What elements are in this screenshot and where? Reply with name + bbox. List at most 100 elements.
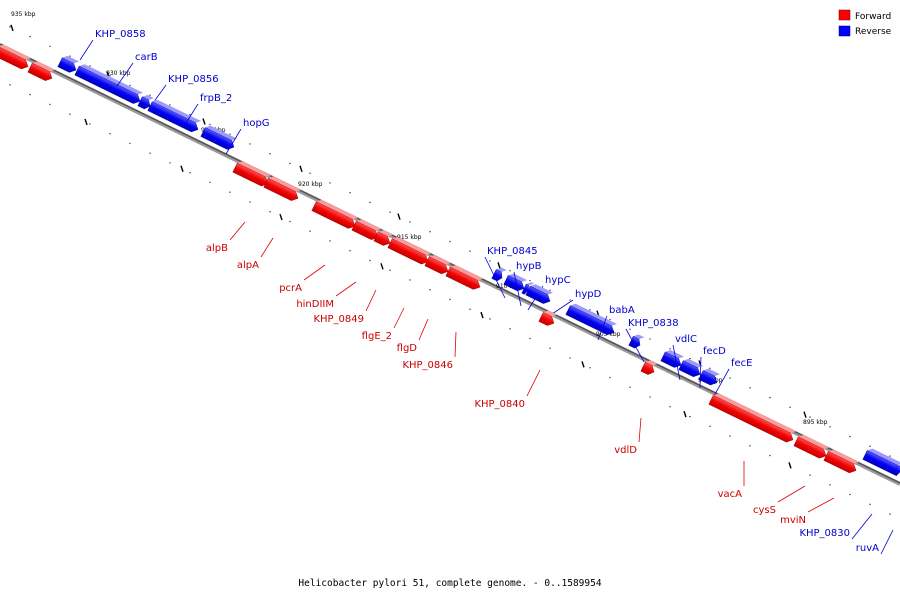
gene-leader-line bbox=[513, 271, 522, 307]
upper-major-tick bbox=[299, 165, 303, 173]
upper-minor-tick bbox=[649, 338, 651, 340]
lower-minor-tick bbox=[169, 162, 171, 164]
gene-arrow bbox=[424, 254, 452, 275]
gene-leader-line bbox=[880, 529, 894, 555]
gene-leader-line bbox=[365, 289, 377, 312]
upper-minor-tick bbox=[849, 435, 851, 438]
gene-arrow bbox=[491, 267, 507, 282]
gene-label: KHP_0856 bbox=[168, 74, 219, 85]
gene-leader-line bbox=[638, 417, 642, 443]
gene-arrow bbox=[200, 125, 238, 150]
lower-minor-tick bbox=[449, 298, 451, 301]
upper-minor-tick bbox=[189, 113, 191, 116]
gene-leader-line bbox=[454, 331, 457, 358]
lower-minor-tick bbox=[209, 181, 211, 184]
lower-minor-tick bbox=[489, 318, 491, 320]
upper-minor-tick bbox=[629, 328, 631, 330]
gene-arrow bbox=[525, 284, 554, 304]
upper-minor-tick bbox=[609, 318, 611, 321]
upper-minor-tick bbox=[569, 299, 571, 301]
upper-major-tick bbox=[202, 118, 206, 125]
gene-label: KHP_0838 bbox=[628, 318, 679, 329]
gene-leader-line bbox=[777, 485, 806, 503]
lower-minor-tick bbox=[869, 503, 871, 506]
gene-label: hypD bbox=[575, 289, 602, 300]
upper-major-tick bbox=[10, 24, 14, 32]
lower-minor-tick bbox=[369, 259, 371, 262]
gene-label: vacA bbox=[718, 489, 743, 500]
upper-minor-tick bbox=[9, 26, 11, 28]
lower-minor-tick bbox=[129, 142, 131, 145]
upper-minor-tick bbox=[669, 348, 671, 350]
lower-minor-tick bbox=[229, 191, 231, 193]
gene-label: hypB bbox=[516, 261, 542, 272]
kbp-label: 930 kbp bbox=[106, 70, 131, 77]
lower-minor-tick bbox=[529, 337, 531, 340]
upper-minor-tick bbox=[249, 143, 251, 145]
upper-major-tick bbox=[803, 411, 807, 418]
upper-minor-tick bbox=[429, 231, 431, 233]
gene-label: frpB_2 bbox=[200, 93, 232, 104]
upper-minor-tick bbox=[769, 396, 771, 399]
gene-leader-line bbox=[225, 128, 242, 155]
upper-major-tick bbox=[497, 262, 501, 269]
upper-minor-tick bbox=[809, 416, 811, 418]
lower-minor-tick bbox=[269, 211, 271, 213]
gene-arrow bbox=[351, 219, 382, 240]
lower-minor-tick bbox=[649, 396, 651, 398]
upper-minor-tick bbox=[309, 172, 311, 174]
gene-label: alpA bbox=[237, 260, 259, 271]
gene-leader-line bbox=[625, 328, 645, 363]
upper-minor-tick bbox=[229, 133, 231, 135]
lower-minor-tick bbox=[609, 376, 611, 379]
gene-label: carB bbox=[135, 52, 158, 63]
gene-leader-line bbox=[229, 221, 246, 241]
gene-label: fecD bbox=[703, 346, 726, 357]
upper-minor-tick bbox=[469, 250, 471, 252]
gene-label: KHP_0858 bbox=[95, 29, 146, 40]
upper-minor-tick bbox=[549, 289, 551, 291]
lower-minor-tick bbox=[589, 367, 591, 369]
upper-major-tick bbox=[397, 213, 401, 220]
upper-minor-tick bbox=[349, 192, 351, 194]
gene-label: pcrA bbox=[279, 283, 302, 294]
gene-leader-line bbox=[807, 497, 835, 513]
ruler-ticks-upper bbox=[9, 24, 891, 457]
gene-arrow bbox=[678, 358, 704, 377]
gene-label: KHP_0845 bbox=[487, 246, 538, 257]
lower-minor-tick bbox=[89, 123, 91, 125]
upper-minor-tick bbox=[269, 153, 271, 155]
gene-arrow bbox=[521, 282, 535, 295]
upper-minor-tick bbox=[29, 35, 31, 38]
gene-leader-line bbox=[672, 344, 681, 381]
gene-arrow bbox=[862, 448, 900, 475]
gene-label: KHP_0846 bbox=[402, 360, 453, 371]
lower-minor-tick bbox=[189, 171, 191, 174]
lower-minor-tick bbox=[729, 435, 731, 437]
lower-minor-tick bbox=[309, 230, 311, 232]
upper-minor-tick bbox=[69, 55, 71, 57]
lower-minor-tick bbox=[389, 269, 391, 271]
gene-label: flgD bbox=[397, 343, 418, 354]
lower-minor-tick bbox=[109, 132, 111, 135]
upper-minor-tick bbox=[829, 426, 831, 428]
gene-leader-line bbox=[116, 62, 134, 87]
lower-minor-tick bbox=[829, 484, 831, 486]
upper-minor-tick bbox=[449, 240, 451, 243]
gene-label: babA bbox=[609, 305, 635, 316]
gene-leader-line bbox=[79, 39, 94, 61]
legend-reverse-swatch bbox=[838, 25, 851, 37]
gene-label: KHP_0849 bbox=[313, 314, 364, 325]
upper-minor-tick bbox=[869, 445, 871, 448]
upper-minor-tick bbox=[509, 270, 511, 272]
kbp-label: 935 kbp bbox=[11, 11, 36, 18]
gene-arrow bbox=[57, 55, 80, 73]
gene-arrow bbox=[893, 463, 900, 477]
lower-minor-tick bbox=[889, 513, 891, 515]
lower-minor-tick bbox=[569, 357, 571, 359]
kbp-label: 915 kbp bbox=[397, 234, 422, 241]
upper-minor-tick bbox=[729, 377, 731, 379]
gene-label: KHP_0840 bbox=[474, 399, 525, 410]
gene-arrow bbox=[628, 334, 645, 349]
